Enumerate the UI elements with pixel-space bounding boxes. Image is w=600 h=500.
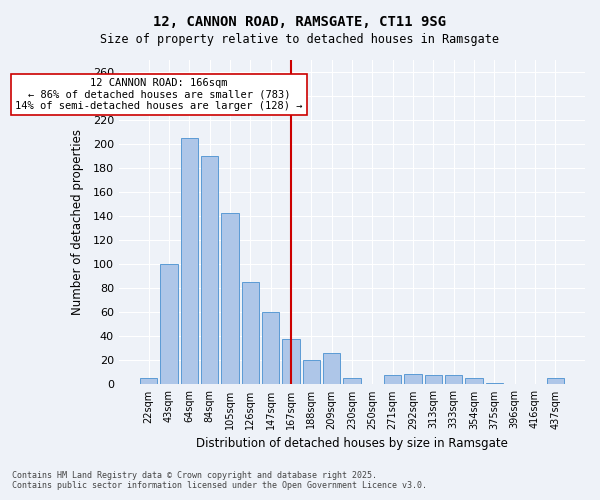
Y-axis label: Number of detached properties: Number of detached properties xyxy=(71,129,85,315)
Bar xyxy=(384,375,401,384)
Bar xyxy=(221,212,239,384)
Bar xyxy=(425,375,442,384)
Bar xyxy=(547,378,564,384)
Bar xyxy=(465,378,482,384)
Text: Contains HM Land Registry data © Crown copyright and database right 2025.
Contai: Contains HM Land Registry data © Crown c… xyxy=(12,470,427,490)
Bar xyxy=(404,374,422,384)
Bar xyxy=(343,378,361,384)
X-axis label: Distribution of detached houses by size in Ramsgate: Distribution of detached houses by size … xyxy=(196,437,508,450)
Bar xyxy=(201,156,218,384)
Bar xyxy=(323,353,340,384)
Bar xyxy=(262,312,279,384)
Text: Size of property relative to detached houses in Ramsgate: Size of property relative to detached ho… xyxy=(101,32,499,46)
Text: 12 CANNON ROAD: 166sqm
← 86% of detached houses are smaller (783)
14% of semi-de: 12 CANNON ROAD: 166sqm ← 86% of detached… xyxy=(15,78,302,111)
Text: 12, CANNON ROAD, RAMSGATE, CT11 9SG: 12, CANNON ROAD, RAMSGATE, CT11 9SG xyxy=(154,15,446,29)
Bar xyxy=(445,375,462,384)
Bar xyxy=(485,383,503,384)
Bar xyxy=(181,138,198,384)
Bar xyxy=(160,264,178,384)
Bar xyxy=(283,339,299,384)
Bar xyxy=(302,360,320,384)
Bar xyxy=(140,378,157,384)
Bar xyxy=(242,282,259,384)
